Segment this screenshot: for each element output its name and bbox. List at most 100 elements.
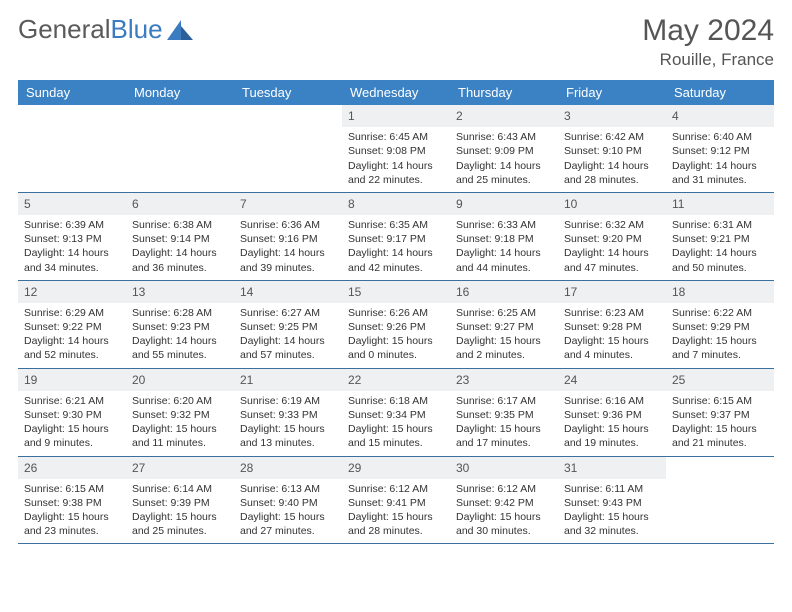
day-cell: 20Sunrise: 6:20 AMSunset: 9:32 PMDayligh… [126, 369, 234, 456]
daylight-line: Daylight: 14 hours and 36 minutes. [132, 246, 228, 274]
day-body: Sunrise: 6:39 AMSunset: 9:13 PMDaylight:… [18, 215, 126, 280]
day-number: 19 [18, 369, 126, 391]
day-number: 27 [126, 457, 234, 479]
sunrise-line: Sunrise: 6:19 AM [240, 394, 336, 408]
sunset-line: Sunset: 9:27 PM [456, 320, 552, 334]
day-cell: 21Sunrise: 6:19 AMSunset: 9:33 PMDayligh… [234, 369, 342, 456]
sunset-line: Sunset: 9:14 PM [132, 232, 228, 246]
sunset-line: Sunset: 9:16 PM [240, 232, 336, 246]
logo-text-1: General [18, 14, 111, 45]
daylight-line: Daylight: 15 hours and 13 minutes. [240, 422, 336, 450]
day-header-cell: Friday [558, 80, 666, 105]
daylight-line: Daylight: 14 hours and 50 minutes. [672, 246, 768, 274]
day-cell: 8Sunrise: 6:35 AMSunset: 9:17 PMDaylight… [342, 193, 450, 280]
day-cell: 5Sunrise: 6:39 AMSunset: 9:13 PMDaylight… [18, 193, 126, 280]
day-header-cell: Monday [126, 80, 234, 105]
day-body: Sunrise: 6:22 AMSunset: 9:29 PMDaylight:… [666, 303, 774, 368]
week-row: 5Sunrise: 6:39 AMSunset: 9:13 PMDaylight… [18, 193, 774, 281]
day-cell: 7Sunrise: 6:36 AMSunset: 9:16 PMDaylight… [234, 193, 342, 280]
day-number: 31 [558, 457, 666, 479]
sunrise-line: Sunrise: 6:17 AM [456, 394, 552, 408]
day-body: Sunrise: 6:17 AMSunset: 9:35 PMDaylight:… [450, 391, 558, 456]
day-body: Sunrise: 6:13 AMSunset: 9:40 PMDaylight:… [234, 479, 342, 544]
sunrise-line: Sunrise: 6:27 AM [240, 306, 336, 320]
sunset-line: Sunset: 9:29 PM [672, 320, 768, 334]
day-number: 15 [342, 281, 450, 303]
daylight-line: Daylight: 15 hours and 28 minutes. [348, 510, 444, 538]
daylight-line: Daylight: 15 hours and 19 minutes. [564, 422, 660, 450]
day-body: Sunrise: 6:32 AMSunset: 9:20 PMDaylight:… [558, 215, 666, 280]
sunset-line: Sunset: 9:39 PM [132, 496, 228, 510]
sunset-line: Sunset: 9:35 PM [456, 408, 552, 422]
sunrise-line: Sunrise: 6:29 AM [24, 306, 120, 320]
day-number: 3 [558, 105, 666, 127]
day-cell: 6Sunrise: 6:38 AMSunset: 9:14 PMDaylight… [126, 193, 234, 280]
day-number: 18 [666, 281, 774, 303]
day-cell [126, 105, 234, 192]
day-body: Sunrise: 6:12 AMSunset: 9:42 PMDaylight:… [450, 479, 558, 544]
daylight-line: Daylight: 15 hours and 9 minutes. [24, 422, 120, 450]
daylight-line: Daylight: 15 hours and 2 minutes. [456, 334, 552, 362]
calendar: SundayMondayTuesdayWednesdayThursdayFrid… [18, 80, 774, 544]
day-body: Sunrise: 6:11 AMSunset: 9:43 PMDaylight:… [558, 479, 666, 544]
sunrise-line: Sunrise: 6:23 AM [564, 306, 660, 320]
sunrise-line: Sunrise: 6:40 AM [672, 130, 768, 144]
daylight-line: Daylight: 14 hours and 25 minutes. [456, 159, 552, 187]
day-cell: 16 Sunrise: 6:25 AMSunset: 9:27 PMDayligh… [450, 281, 558, 368]
sunset-line: Sunset: 9:20 PM [564, 232, 660, 246]
day-body: Sunrise: 6:26 AMSunset: 9:26 PMDaylight:… [342, 303, 450, 368]
day-body: Sunrise: 6:42 AMSunset: 9:10 PMDaylight:… [558, 127, 666, 192]
day-number: 30 [450, 457, 558, 479]
sunrise-line: Sunrise: 6:26 AM [348, 306, 444, 320]
day-number: 11 [666, 193, 774, 215]
daylight-line: Daylight: 15 hours and 21 minutes. [672, 422, 768, 450]
month-title: May 2024 [642, 14, 774, 48]
sunrise-line: Sunrise: 6:13 AM [240, 482, 336, 496]
day-body: Sunrise: 6:38 AMSunset: 9:14 PMDaylight:… [126, 215, 234, 280]
sunset-line: Sunset: 9:38 PM [24, 496, 120, 510]
sunrise-line: Sunrise: 6:43 AM [456, 130, 552, 144]
day-number: 7 [234, 193, 342, 215]
day-number: 14 [234, 281, 342, 303]
daylight-line: Daylight: 15 hours and 15 minutes. [348, 422, 444, 450]
sunrise-line: Sunrise: 6:25 AM [456, 306, 552, 320]
day-number: 29 [342, 457, 450, 479]
day-body: Sunrise: 6:43 AMSunset: 9:09 PMDaylight:… [450, 127, 558, 192]
day-body: Sunrise: 6:33 AMSunset: 9:18 PMDaylight:… [450, 215, 558, 280]
day-header-row: SundayMondayTuesdayWednesdayThursdayFrid… [18, 80, 774, 105]
daylight-line: Daylight: 15 hours and 0 minutes. [348, 334, 444, 362]
day-body: Sunrise: 6:23 AMSunset: 9:28 PMDaylight:… [558, 303, 666, 368]
sunrise-line: Sunrise: 6:28 AM [132, 306, 228, 320]
sunset-line: Sunset: 9:32 PM [132, 408, 228, 422]
daylight-line: Daylight: 14 hours and 34 minutes. [24, 246, 120, 274]
day-cell: 26Sunrise: 6:15 AMSunset: 9:38 PMDayligh… [18, 457, 126, 544]
sunrise-line: Sunrise: 6:36 AM [240, 218, 336, 232]
sunrise-line: Sunrise: 6:18 AM [348, 394, 444, 408]
daylight-line: Daylight: 15 hours and 11 minutes. [132, 422, 228, 450]
day-number: 22 [342, 369, 450, 391]
daylight-line: Daylight: 14 hours and 28 minutes. [564, 159, 660, 187]
day-body: Sunrise: 6:14 AMSunset: 9:39 PMDaylight:… [126, 479, 234, 544]
day-number: 13 [126, 281, 234, 303]
day-number: 8 [342, 193, 450, 215]
sunrise-line: Sunrise: 6:31 AM [672, 218, 768, 232]
day-header-cell: Wednesday [342, 80, 450, 105]
day-cell [18, 105, 126, 192]
day-body: Sunrise: 6:29 AMSunset: 9:22 PMDaylight:… [18, 303, 126, 368]
daylight-line: Daylight: 14 hours and 42 minutes. [348, 246, 444, 274]
day-number: 24 [558, 369, 666, 391]
location: Rouille, France [642, 50, 774, 70]
day-number: 28 [234, 457, 342, 479]
daylight-line: Daylight: 15 hours and 32 minutes. [564, 510, 660, 538]
day-body: Sunrise: 6:40 AMSunset: 9:12 PMDaylight:… [666, 127, 774, 192]
day-number: 16 [450, 281, 558, 303]
day-number: 9 [450, 193, 558, 215]
weeks-container: 1Sunrise: 6:45 AMSunset: 9:08 PMDaylight… [18, 105, 774, 544]
day-number: 20 [126, 369, 234, 391]
sunrise-line: Sunrise: 6:11 AM [564, 482, 660, 496]
day-cell: 27Sunrise: 6:14 AMSunset: 9:39 PMDayligh… [126, 457, 234, 544]
day-cell: 10Sunrise: 6:32 AMSunset: 9:20 PMDayligh… [558, 193, 666, 280]
day-number: 2 [450, 105, 558, 127]
sunrise-line: Sunrise: 6:39 AM [24, 218, 120, 232]
day-cell [234, 105, 342, 192]
